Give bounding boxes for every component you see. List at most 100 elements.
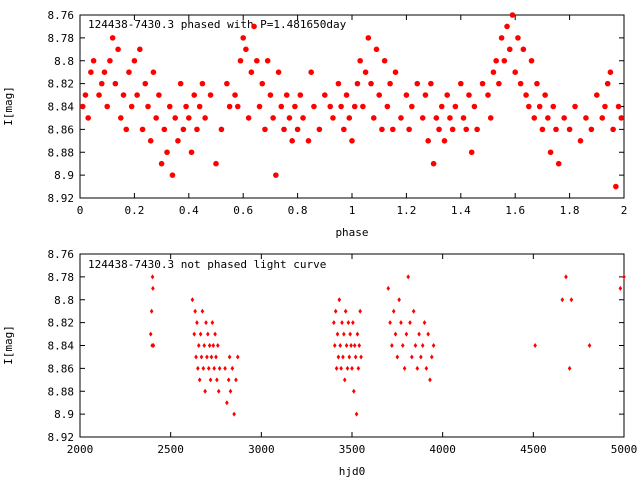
y-tick-label: 8.8: [54, 294, 74, 307]
data-point: [256, 103, 263, 110]
data-point: [398, 115, 404, 121]
data-point: [622, 274, 626, 280]
x-tick-label: 0.8: [288, 204, 308, 217]
data-point: [360, 103, 366, 110]
data-point: [137, 46, 143, 53]
data-point: [267, 92, 274, 98]
data-point: [370, 115, 377, 121]
data-point: [572, 103, 578, 110]
data-point: [98, 80, 105, 87]
data-point: [349, 343, 353, 348]
data-point: [458, 80, 464, 87]
data-point: [294, 126, 301, 133]
y-tick-label: 8.86: [48, 123, 75, 136]
x-axis-label: hjd0: [339, 465, 366, 478]
data-point: [409, 103, 415, 110]
data-point: [330, 115, 336, 121]
data-point: [145, 103, 151, 110]
data-point: [422, 92, 429, 98]
data-point: [206, 365, 211, 371]
data-point: [196, 365, 200, 371]
x-tick-label: 1.8: [560, 204, 580, 217]
data-point: [230, 365, 235, 371]
data-point: [139, 126, 146, 133]
data-point: [210, 320, 215, 326]
data-point: [151, 343, 156, 348]
data-point: [515, 35, 521, 41]
data-point: [607, 69, 614, 75]
data-point: [512, 69, 518, 75]
data-point: [289, 138, 295, 144]
data-point: [214, 354, 218, 360]
x-tick-label: 4000: [429, 443, 456, 456]
y-tick-label: 8.8: [54, 55, 74, 68]
data-point: [198, 331, 203, 337]
data-point: [259, 80, 266, 87]
data-point: [332, 343, 337, 348]
data-point: [202, 343, 207, 348]
data-point: [311, 103, 317, 110]
data-point: [186, 115, 192, 121]
data-point: [351, 103, 358, 110]
data-point: [218, 126, 225, 133]
data-point: [555, 160, 562, 167]
data-point: [281, 126, 287, 133]
data-point: [322, 92, 328, 98]
data-point: [262, 126, 268, 133]
data-point: [158, 160, 165, 167]
data-point: [142, 80, 149, 87]
data-point: [332, 320, 336, 326]
data-point: [441, 138, 448, 144]
y-tick-label: 8.82: [48, 317, 75, 330]
data-point: [297, 92, 304, 98]
data-point: [425, 138, 431, 144]
data-point: [300, 115, 306, 121]
data-point: [610, 126, 616, 133]
data-point: [534, 80, 540, 87]
data-point: [347, 354, 352, 360]
data-point: [338, 343, 343, 348]
data-point: [216, 388, 221, 394]
data-point: [343, 92, 350, 98]
data-point: [235, 354, 240, 360]
data-point: [194, 354, 198, 360]
data-point: [177, 80, 184, 87]
data-point: [357, 343, 362, 348]
data-point: [431, 343, 436, 348]
data-point: [352, 388, 356, 394]
data-point: [564, 274, 568, 280]
data-point: [354, 411, 359, 417]
data-point: [414, 80, 421, 87]
data-point: [419, 354, 423, 360]
data-point: [346, 115, 353, 121]
data-point: [577, 138, 584, 144]
data-point: [175, 138, 181, 144]
data-point: [430, 160, 437, 167]
data-point: [166, 103, 173, 110]
data-point: [109, 35, 116, 41]
x-axis-label: phase: [335, 226, 368, 239]
data-point: [193, 308, 197, 314]
x-tick-label: 0.2: [124, 204, 144, 217]
data-point: [542, 92, 548, 98]
data-point: [471, 103, 478, 110]
data-point: [82, 92, 89, 98]
data-point: [232, 411, 236, 417]
data-point: [496, 80, 502, 87]
data-point: [428, 80, 434, 87]
x-tick-label: 1: [349, 204, 356, 217]
data-point: [379, 126, 385, 133]
data-point: [426, 331, 430, 337]
data-point: [150, 274, 155, 280]
data-point: [341, 354, 345, 360]
data-point: [381, 57, 388, 64]
data-point: [195, 320, 199, 326]
data-point: [355, 331, 360, 337]
data-point: [474, 126, 480, 133]
data-point: [487, 115, 494, 121]
data-point: [336, 354, 341, 360]
data-point: [161, 126, 168, 133]
data-point: [365, 35, 372, 41]
data-point: [506, 46, 513, 53]
